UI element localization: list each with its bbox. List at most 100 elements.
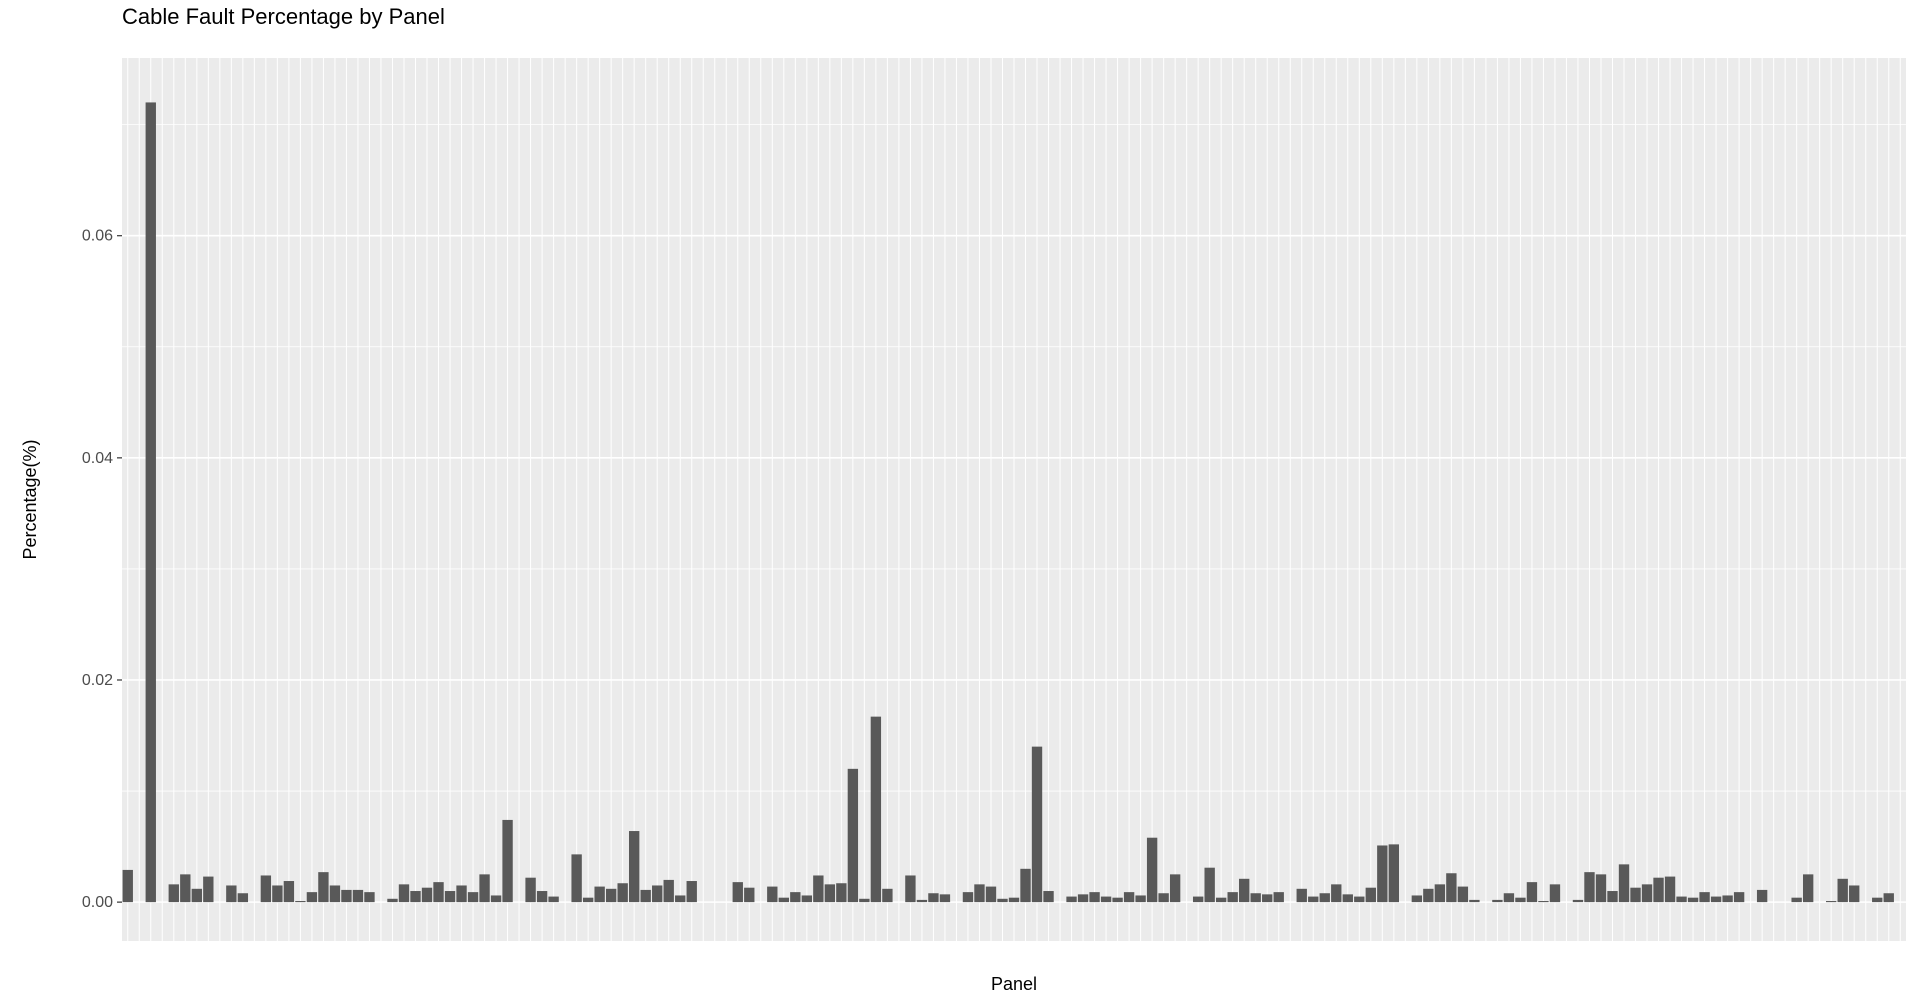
bar: [652, 885, 663, 903]
bar: [1538, 901, 1549, 903]
bar: [1595, 874, 1607, 903]
bar: [824, 884, 836, 903]
bar: [341, 889, 352, 903]
bar: [1204, 867, 1215, 903]
grid-lines: [122, 58, 1906, 941]
bar: [1883, 893, 1894, 903]
bar: [1158, 893, 1169, 903]
bar: [905, 875, 916, 903]
bar: [640, 889, 651, 903]
bar: [536, 891, 548, 903]
bar: [490, 895, 502, 903]
bar: [617, 883, 628, 903]
bar: [1641, 884, 1653, 903]
bar: [1089, 892, 1100, 903]
bar: [1434, 884, 1446, 903]
bar: [272, 885, 283, 903]
y-tick-label: 0.00: [82, 894, 113, 911]
bar: [813, 875, 824, 903]
bar: [1192, 896, 1204, 903]
bar: [237, 893, 249, 903]
bar: [318, 872, 329, 903]
bar: [1388, 844, 1399, 903]
bar: [1872, 897, 1883, 903]
y-axis: 0.00 0.02 0.04 0.06: [82, 228, 122, 911]
x-axis-title: Panel: [991, 974, 1037, 994]
bar: [985, 886, 997, 903]
bar: [882, 888, 893, 903]
bar: [525, 877, 536, 903]
bar: [1837, 878, 1848, 903]
bar: [1319, 893, 1330, 903]
bar: [433, 882, 444, 903]
bar: [283, 881, 295, 903]
bar: [859, 898, 870, 903]
bar: [364, 892, 375, 903]
bar: [997, 898, 1008, 903]
bar: [1722, 895, 1733, 903]
bar: [1354, 896, 1365, 903]
bar: [387, 898, 398, 903]
bar: [1802, 874, 1814, 903]
bar: [1365, 887, 1376, 903]
bar: [352, 889, 364, 903]
bar: [605, 888, 617, 903]
bar: [1526, 882, 1538, 903]
bar: [226, 885, 237, 903]
bar: [1515, 897, 1526, 903]
bar: [410, 891, 421, 903]
bar: [1135, 895, 1146, 903]
bar: [732, 882, 743, 903]
bar: [1215, 897, 1227, 903]
bar: [1492, 899, 1503, 903]
bar: [1342, 894, 1353, 903]
bar: [1756, 889, 1768, 903]
bar: [1262, 894, 1273, 903]
bar: [1676, 896, 1687, 903]
bar: [421, 887, 433, 903]
bar: [1043, 891, 1054, 903]
bar: [1664, 876, 1676, 903]
bar: [444, 891, 456, 903]
bar: [1250, 893, 1261, 903]
bar: [168, 884, 179, 903]
bar: [1607, 891, 1618, 903]
chart-title: Cable Fault Percentage by Panel: [122, 4, 445, 29]
bar: [1584, 872, 1595, 903]
bar: [836, 883, 847, 903]
bar: [1469, 899, 1480, 903]
bar: [1710, 896, 1722, 903]
bar: [778, 897, 789, 903]
bar: [122, 869, 133, 903]
bar: [306, 892, 318, 903]
bar: [1411, 895, 1423, 903]
bar: [1020, 868, 1031, 903]
bar: [260, 875, 272, 903]
y-tick-label: 0.04: [82, 450, 113, 467]
bar: [1377, 845, 1388, 903]
y-tick-label: 0.02: [82, 672, 113, 689]
bar: [1169, 874, 1181, 903]
bar: [939, 894, 951, 903]
bar: [1446, 873, 1457, 903]
bars: [122, 102, 1894, 903]
bar: [145, 102, 156, 903]
bar: [329, 885, 341, 903]
bar: [663, 879, 674, 903]
bar: [675, 895, 686, 903]
bar: [916, 899, 928, 903]
bar: [1308, 896, 1319, 903]
bar: [1653, 877, 1664, 903]
bar: [1457, 886, 1469, 903]
bar: [1331, 884, 1342, 903]
bar: [1572, 899, 1584, 903]
bar: [870, 716, 882, 903]
bar: [1630, 887, 1641, 903]
bar: [801, 895, 813, 903]
bar: [180, 874, 191, 903]
bar: [790, 892, 801, 903]
y-tick-label: 0.06: [82, 228, 113, 245]
bar: [744, 887, 755, 903]
bar: [594, 886, 605, 903]
